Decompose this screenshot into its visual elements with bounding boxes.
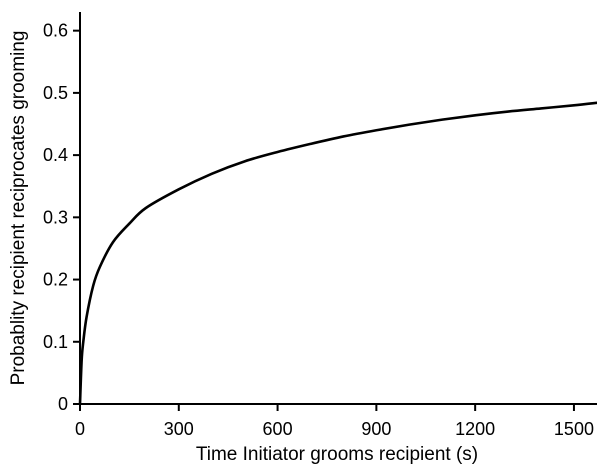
y-tick-label: 0.5 — [43, 83, 68, 103]
x-tick-label: 1200 — [455, 419, 495, 439]
x-tick-label: 600 — [263, 419, 293, 439]
y-tick-label: 0.6 — [43, 21, 68, 41]
y-tick-label: 0.3 — [43, 207, 68, 227]
y-axis-label: Probablity recipient reciprocates groomi… — [8, 31, 29, 386]
y-tick-label: 0.2 — [43, 270, 68, 290]
y-tick-label: 0 — [58, 394, 68, 414]
y-axis-ticks: 0 0.1 0.2 0.3 0.4 0.5 0.6 — [43, 21, 80, 414]
x-tick-label: 0 — [75, 419, 85, 439]
series-line — [78, 101, 597, 406]
x-tick-label: 1500 — [554, 419, 594, 439]
x-axis-label: Time Initiator grooms recipient (s) — [196, 444, 478, 465]
x-axis-ticks: 0 300 600 900 1200 1500 — [75, 404, 594, 439]
x-tick-label: 900 — [361, 419, 391, 439]
y-tick-label: 0.1 — [43, 332, 68, 352]
x-tick-label: 300 — [164, 419, 194, 439]
y-tick-label: 0.4 — [43, 145, 68, 165]
